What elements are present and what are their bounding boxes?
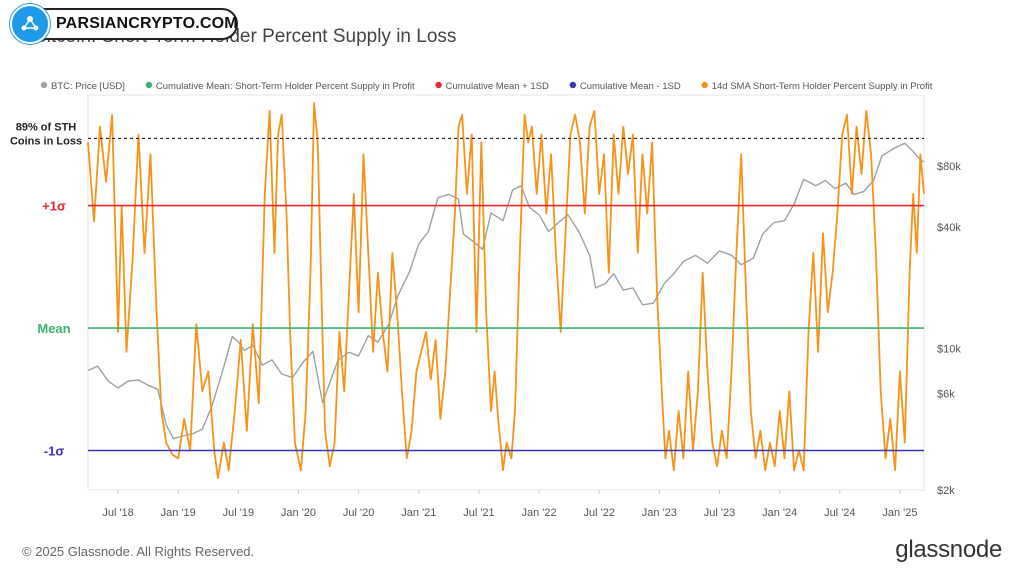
legend-marker-4: [701, 81, 708, 89]
ref-label-2: Mean: [37, 321, 70, 336]
plot-frame: [87, 94, 925, 491]
x-tick-label-10: Jul '23: [704, 507, 735, 519]
x-tick-label-0: Jul '18: [102, 507, 133, 519]
legend-marker-2: [435, 81, 442, 89]
ref-label-89: 89% of STH Coins in Loss: [10, 121, 82, 147]
x-tick-label-11: Jan '24: [762, 507, 797, 519]
legend-marker-0: [40, 81, 48, 89]
x-tick-label-13: Jan '25: [882, 507, 917, 519]
y-tick-label-0: $80k: [937, 161, 961, 173]
sma-series: [87, 102, 925, 480]
y-tick-label-3: $6k: [937, 389, 955, 401]
x-tick-label-6: Jul '21: [463, 507, 494, 519]
legend-label-3: Cumulative Mean - 1SD: [580, 81, 681, 92]
x-tick-label-1: Jan '19: [161, 507, 196, 519]
legend: BTC: Price [USD] Cumulative Mean: Short-T…: [40, 81, 933, 92]
legend-label-0: BTC: Price [USD]: [51, 81, 125, 92]
x-tick-label-8: Jul '22: [583, 507, 614, 519]
watermark-text: PARSIANCRYPTO.COM: [56, 15, 238, 32]
y-tick-label-1: $40k: [937, 222, 961, 234]
y-tick-label-2: $10k: [937, 344, 961, 356]
x-tick-label-7: Jan '22: [522, 507, 557, 519]
x-tick-label-9: Jan '23: [642, 507, 677, 519]
axes: Jul '18 Jan '19 Jul '19 Jan '20 Jul '20 Jan '…: [102, 161, 961, 519]
copyright-text: © 2025 Glassnode. All Rights Reserved.: [22, 544, 255, 559]
watermark-badge: PARSIANCRYPTO.COM: [10, 4, 238, 44]
y-tick-label-4: $2k: [937, 485, 955, 497]
price-line: [87, 142, 925, 440]
legend-label-2: Cumulative Mean + 1SD: [446, 81, 549, 92]
price-series: [87, 142, 925, 440]
sma-line: [87, 102, 925, 480]
network-logo-icon: [10, 4, 50, 44]
legend-label-4: 14d SMA Short-Term Holder Percent Supply…: [712, 81, 933, 92]
brand-logo: glassnode: [895, 536, 1002, 563]
legend-marker-3: [569, 81, 577, 89]
ref-label-1: +1σ: [42, 199, 66, 214]
legend-marker-1: [145, 81, 153, 89]
x-tick-label-3: Jan '20: [281, 507, 316, 519]
x-tick-label-2: Jul '19: [223, 507, 254, 519]
reference-lines: 89% of STH Coins in Loss +1σ Mean -1σ: [10, 121, 924, 459]
x-tick-label-5: Jan '21: [401, 507, 436, 519]
x-tick-label-12: Jul '24: [824, 507, 855, 519]
ref-label-3: -1σ: [44, 444, 65, 459]
x-tick-label-4: Jul '20: [343, 507, 374, 519]
legend-label-1: Cumulative Mean: Short-Term Holder Perce…: [156, 81, 415, 92]
plot-area: [87, 94, 925, 491]
